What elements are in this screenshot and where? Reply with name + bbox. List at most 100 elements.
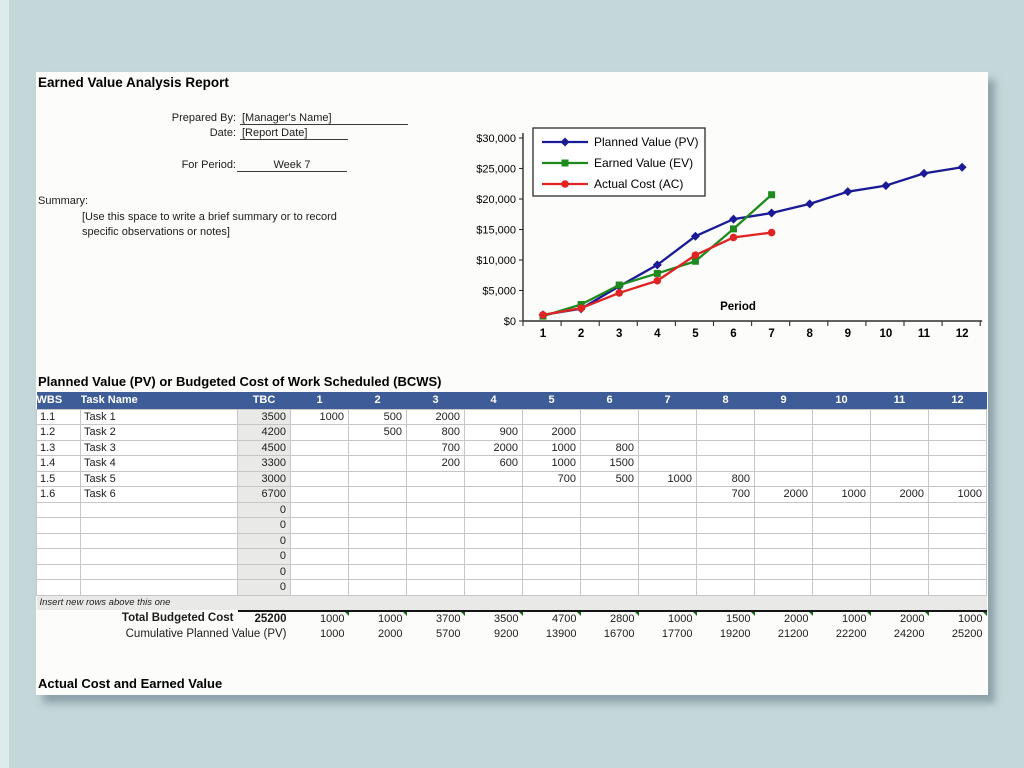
period-value-cell[interactable] [290,486,349,503]
total-period-value[interactable]: 1000 [812,609,871,626]
period-value-cell[interactable] [522,548,581,565]
cumulative-period-value[interactable]: 2000 [378,627,403,640]
period-value-cell[interactable]: 700 [522,470,581,487]
period-value-cell[interactable] [522,408,581,425]
period-value-cell[interactable] [754,579,813,596]
period-value-cell[interactable] [406,486,465,503]
period-value-cell[interactable]: 1000 [290,408,349,425]
period-value-cell[interactable] [522,579,581,596]
period-value-cell[interactable] [290,470,349,487]
period-value-cell[interactable] [522,532,581,549]
total-period-value[interactable]: 1500 [696,609,755,626]
wbs-cell[interactable] [36,517,81,534]
total-period-value[interactable]: 3500 [464,609,523,626]
period-value-cell[interactable]: 600 [464,455,523,472]
period-value-cell[interactable] [638,486,697,503]
cumulative-period-value[interactable]: 9200 [494,627,519,640]
period-value-cell[interactable] [290,439,349,456]
task-column-header[interactable]: Task Name [80,392,238,409]
wbs-cell[interactable]: 1.6 [36,486,81,503]
period-value-cell[interactable] [870,548,929,565]
period-value-cell[interactable] [928,563,987,580]
period-value-cell[interactable] [290,532,349,549]
period-value-cell[interactable]: 700 [406,439,465,456]
period-value-cell[interactable]: 700 [696,486,755,503]
period-value-cell[interactable] [696,548,755,565]
period-value-cell[interactable] [580,517,639,534]
period-value-cell[interactable] [754,470,813,487]
period-value-cell[interactable] [696,563,755,580]
period-value-cell[interactable] [696,455,755,472]
period-value-cell[interactable] [812,563,871,580]
period-value-cell[interactable] [406,548,465,565]
period-value-cell[interactable] [290,548,349,565]
period-value-cell[interactable] [754,439,813,456]
period-12-column-header[interactable]: 12 [928,392,987,409]
period-value-cell[interactable] [812,548,871,565]
wbs-cell[interactable]: 1.2 [36,424,81,441]
period-value-cell[interactable] [348,563,407,580]
period-value-cell[interactable] [928,532,987,549]
period-value-cell[interactable]: 800 [406,424,465,441]
period-value-cell[interactable] [812,439,871,456]
period-value-cell[interactable] [290,579,349,596]
cumulative-period-value[interactable]: 13900 [545,627,577,640]
task-name-cell[interactable]: Task 3 [80,439,238,456]
total-period-value[interactable]: 2800 [580,609,639,626]
period-value-cell[interactable] [812,501,871,518]
task-name-cell[interactable] [80,579,238,596]
task-name-cell[interactable]: Task 1 [80,408,238,425]
tbc-cell[interactable]: 4200 [237,424,291,441]
period-value-cell[interactable] [638,579,697,596]
period-value-cell[interactable] [870,563,929,580]
period-3-column-header[interactable]: 3 [406,392,465,409]
period-value-cell[interactable] [870,424,929,441]
period-value-cell[interactable] [464,563,523,580]
period-value-cell[interactable] [928,439,987,456]
period-value-cell[interactable] [928,455,987,472]
task-name-cell[interactable]: Task 6 [80,486,238,503]
period-value-cell[interactable] [812,470,871,487]
period-value-cell[interactable]: 200 [406,455,465,472]
period-value-cell[interactable] [290,501,349,518]
period-value-cell[interactable] [754,424,813,441]
period-value-cell[interactable] [348,532,407,549]
cumulative-period-value[interactable]: 21200 [777,627,809,640]
total-period-value[interactable]: 2000 [870,609,929,626]
period-value-cell[interactable] [522,517,581,534]
period-value-cell[interactable] [464,501,523,518]
period-value-cell[interactable] [580,501,639,518]
tbc-cell[interactable]: 0 [237,563,291,580]
period-value-cell[interactable]: 1000 [522,439,581,456]
period-value-cell[interactable] [522,486,581,503]
period-6-column-header[interactable]: 6 [580,392,639,409]
period-value-cell[interactable] [348,455,407,472]
period-value-cell[interactable] [580,532,639,549]
tbc-column-header[interactable]: TBC [237,392,291,409]
period-value-cell[interactable] [348,548,407,565]
period-value-cell[interactable] [638,424,697,441]
period-value-cell[interactable] [406,563,465,580]
period-value-cell[interactable]: 2000 [406,408,465,425]
period-value-cell[interactable] [870,408,929,425]
wbs-cell[interactable]: 1.5 [36,470,81,487]
period-value-cell[interactable]: 2000 [522,424,581,441]
period-value-cell[interactable] [290,517,349,534]
period-value-cell[interactable]: 2000 [870,486,929,503]
period-value-cell[interactable]: 1000 [522,455,581,472]
wbs-cell[interactable]: 1.3 [36,439,81,456]
period-value-cell[interactable]: 1000 [928,486,987,503]
period-value-cell[interactable]: 500 [580,470,639,487]
period-value-cell[interactable] [348,579,407,596]
period-value-cell[interactable] [754,501,813,518]
total-period-value[interactable]: 1000 [638,609,697,626]
period-value-cell[interactable] [928,424,987,441]
cumulative-period-value[interactable]: 25200 [951,627,983,640]
period-value-cell[interactable] [464,548,523,565]
period-value-cell[interactable] [870,501,929,518]
cumulative-period-value[interactable]: 24200 [893,627,925,640]
period-value-cell[interactable]: 2000 [464,439,523,456]
task-name-cell[interactable] [80,501,238,518]
period-value-cell[interactable] [812,455,871,472]
period-value-cell[interactable] [580,408,639,425]
